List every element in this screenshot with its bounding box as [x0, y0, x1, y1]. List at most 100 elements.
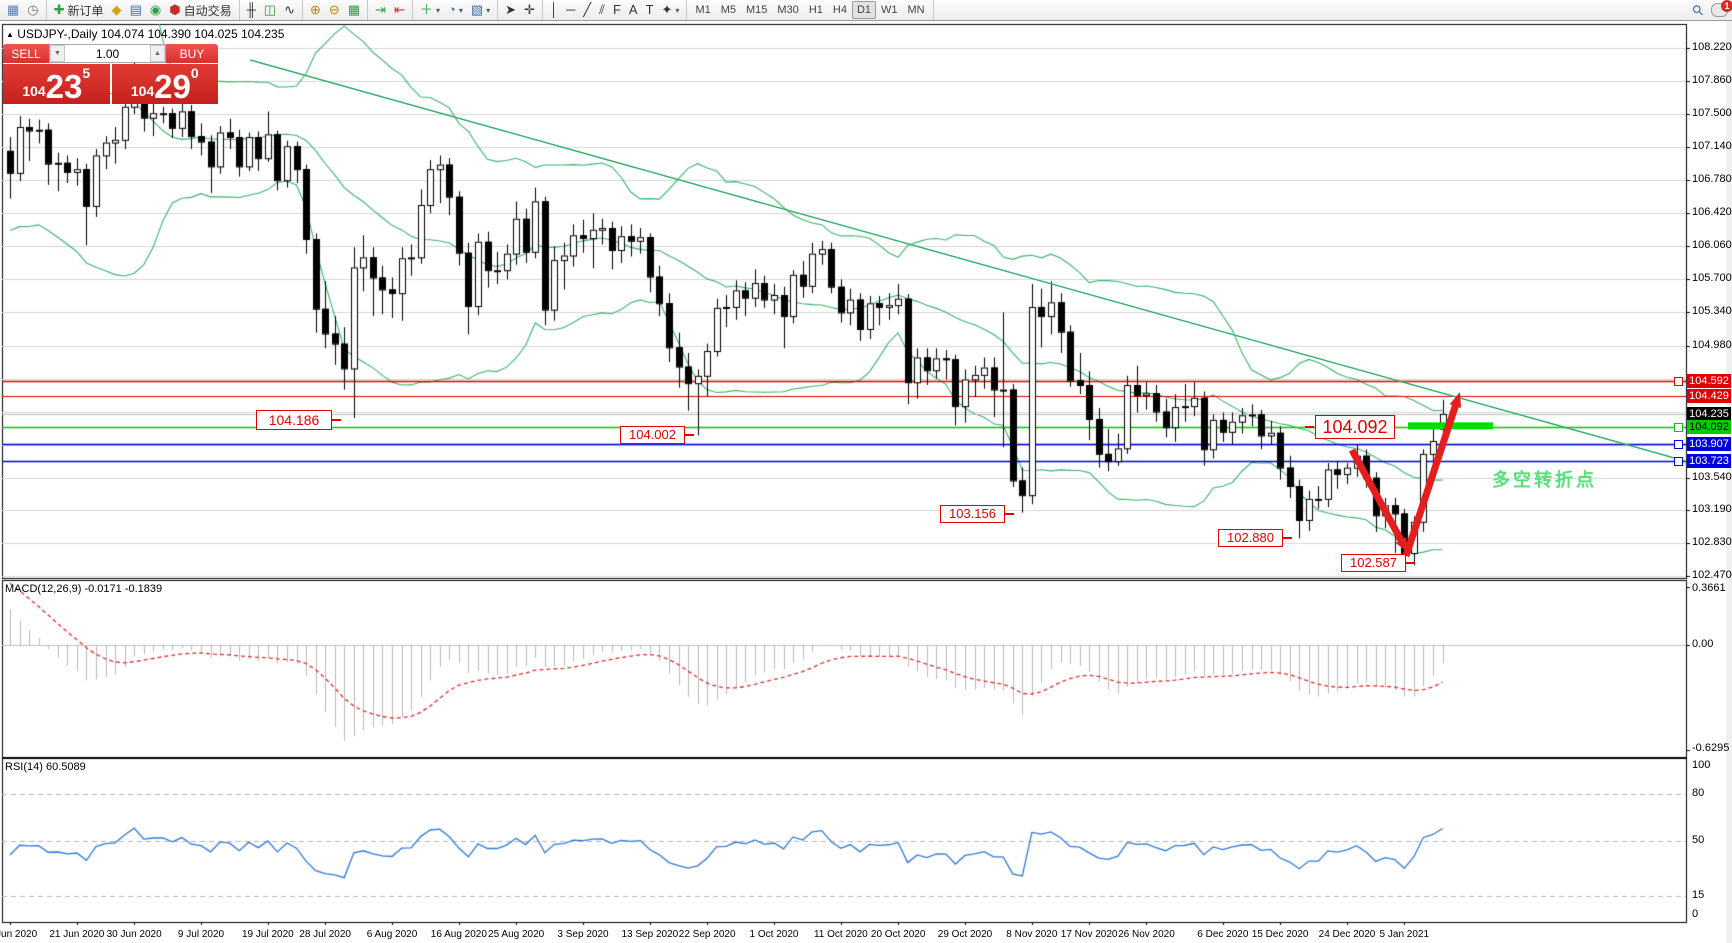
trendline-icon[interactable]: ╱: [579, 1, 595, 19]
tf-m15[interactable]: M15: [741, 1, 772, 19]
cursor-icon[interactable]: ➤: [501, 1, 520, 19]
autotrading-button[interactable]: ⬢ 自动交易: [165, 1, 235, 19]
text-icon[interactable]: A: [625, 1, 642, 19]
line-chart-icon: ∿: [284, 2, 295, 17]
signals-icon: ◉: [149, 2, 162, 17]
toolbar-group: ⊕ ⊖ ▦: [303, 0, 369, 20]
indicators-icon: ＋: [419, 2, 433, 17]
crosshair-icon[interactable]: ✛: [520, 1, 539, 19]
toolbar-group: ⇥ ⇤: [368, 0, 413, 20]
auto-scroll-icon: ⇥: [375, 2, 387, 17]
candlestick-chart-icon[interactable]: ◫: [260, 1, 280, 19]
arrows-icon[interactable]: ✦ ▾: [658, 1, 684, 19]
auto-scroll-icon[interactable]: ⇥: [371, 1, 390, 19]
zoom-out-icon[interactable]: ⊖: [325, 1, 344, 19]
market-watch-icon[interactable]: ▤: [126, 1, 146, 19]
fibonacci-icon[interactable]: F: [609, 1, 625, 19]
templates-icon: ▧: [470, 2, 484, 17]
market-watch-icon: ▤: [129, 2, 142, 17]
symbol-period-label: USDJPY-,Daily: [17, 27, 98, 41]
vertical-line-icon[interactable]: │: [546, 1, 562, 19]
templates-icon[interactable]: ▧ ▾: [467, 1, 494, 19]
periods-icon: ◔: [447, 2, 456, 17]
new-order-button-label: 新订单: [67, 3, 104, 18]
autotrading-button-label: 自动交易: [183, 3, 232, 18]
volume-increase-button[interactable]: ▲: [150, 45, 165, 62]
zoom-in-icon[interactable]: ⊕: [306, 1, 325, 19]
equidistant-channel-icon: ⫽: [599, 2, 605, 17]
tf-m1-label: M1: [695, 4, 711, 16]
horizontal-line-icon: ─: [566, 2, 576, 17]
symbol-triangle-icon: ▲: [6, 30, 14, 39]
tf-h4-label: H4: [832, 4, 847, 16]
toolbar-group: ╫ ◫ ∿: [240, 0, 303, 20]
sell-price-big: 23: [45, 68, 83, 105]
notification-badge: 1: [1721, 0, 1732, 12]
text-label-icon[interactable]: T: [642, 1, 658, 19]
buy-button[interactable]: BUY: [166, 44, 218, 63]
indicators-icon[interactable]: ＋ ▾: [416, 1, 444, 19]
trendline-icon: ╱: [583, 2, 592, 17]
buy-price-button[interactable]: 104 29 0: [111, 64, 218, 105]
profiles-icon[interactable]: ◷: [23, 1, 42, 19]
toolbar-group: │ ─ ╱ ⫽ F A T ✦ ▾: [543, 0, 688, 20]
buy-price-prefix: 104: [130, 83, 155, 99]
periods-icon[interactable]: ◔ ▾: [444, 1, 467, 19]
chart-shift-icon: ⇤: [394, 2, 405, 17]
volume-decrease-button[interactable]: ▼: [50, 45, 65, 62]
tf-h4[interactable]: H4: [828, 1, 852, 19]
new-order-button: ✚: [53, 2, 65, 17]
notifications-icon[interactable]: 1: [1711, 0, 1732, 17]
metaeditor-icon: ◆: [111, 2, 122, 17]
profiles-icon: ◷: [27, 2, 39, 17]
line-chart-icon[interactable]: ∿: [280, 1, 299, 19]
sell-price-button[interactable]: 104 23 5: [3, 64, 110, 104]
bar-chart-icon[interactable]: ╫: [243, 1, 260, 19]
tf-d1[interactable]: D1: [851, 1, 876, 19]
toolbar-group: M1 M5 M15 M30 H1 H4 D1 W1 MN: [687, 0, 934, 20]
zoom-out-icon: ⊖: [328, 2, 340, 17]
chevron-down-icon: ▾: [435, 5, 440, 15]
new-order-button[interactable]: ✚ 新订单: [50, 1, 108, 19]
search-icon[interactable]: ⚲: [1688, 0, 1707, 19]
one-click-trading-panel: SELL ▼ ▲ BUY 104 23 5 104 29 0: [3, 44, 218, 104]
tf-m1[interactable]: M1: [690, 1, 715, 19]
text-label-icon: T: [645, 2, 654, 17]
chevron-down-icon: ▾: [675, 5, 680, 15]
tf-mn-label: MN: [907, 4, 925, 16]
metaeditor-icon[interactable]: ◆: [108, 1, 126, 19]
chart-ohlc-header: ▲ USDJPY-,Daily 104.074 104.390 104.025 …: [6, 27, 284, 41]
tf-w1[interactable]: W1: [876, 1, 903, 19]
toolbar-group: ➤ ✛: [498, 0, 543, 20]
ohlc-values: 104.074 104.390 104.025 104.235: [100, 27, 285, 41]
signals-icon[interactable]: ◉: [146, 1, 165, 19]
toolbar: ▦ ◷ ✚ 新订单 ◆ ▤ ◉ ⬢ 自动交易 ╫ ◫ ∿ ⊕ ⊖ ▦ ⇥ ⇤ ＋ ▾ ◔ ▾ ▧ ▾ ➤ ✛ │ ─ ╱ ⫽ F A T ✦ ▾ M…: [0, 0, 1732, 21]
chevron-down-icon: ▾: [458, 5, 463, 15]
new-chart-icon[interactable]: ▦: [3, 1, 23, 19]
buy-price-pip: 0: [190, 65, 199, 81]
candlestick-chart-icon: ◫: [263, 2, 277, 17]
tf-mn[interactable]: MN: [903, 1, 930, 19]
tf-m30[interactable]: M30: [772, 1, 803, 19]
fibonacci-icon: F: [612, 2, 621, 17]
tf-m15-label: M15: [746, 4, 768, 16]
horizontal-line-icon[interactable]: ─: [562, 1, 579, 19]
sell-button[interactable]: SELL: [3, 44, 49, 63]
buy-price-big: 29: [154, 68, 191, 105]
chevron-down-icon: ▾: [486, 5, 491, 15]
autotrading-button: ⬢: [169, 2, 181, 17]
tf-m5[interactable]: M5: [716, 1, 741, 19]
tile-windows-icon: ▦: [347, 2, 361, 17]
tf-w1-label: W1: [881, 4, 898, 16]
vertical-line-icon: │: [549, 2, 559, 17]
toolbar-group: ✚ 新订单 ◆ ▤ ◉ ⬢ 自动交易: [47, 0, 240, 20]
chart-shift-icon[interactable]: ⇤: [390, 1, 409, 19]
tile-windows-icon[interactable]: ▦: [344, 1, 364, 19]
volume-input[interactable]: [65, 45, 150, 62]
sell-price-prefix: 104: [22, 83, 46, 99]
zoom-in-icon: ⊕: [310, 2, 321, 17]
equidistant-channel-icon[interactable]: ⫽: [595, 1, 609, 19]
tf-h1[interactable]: H1: [804, 1, 828, 19]
